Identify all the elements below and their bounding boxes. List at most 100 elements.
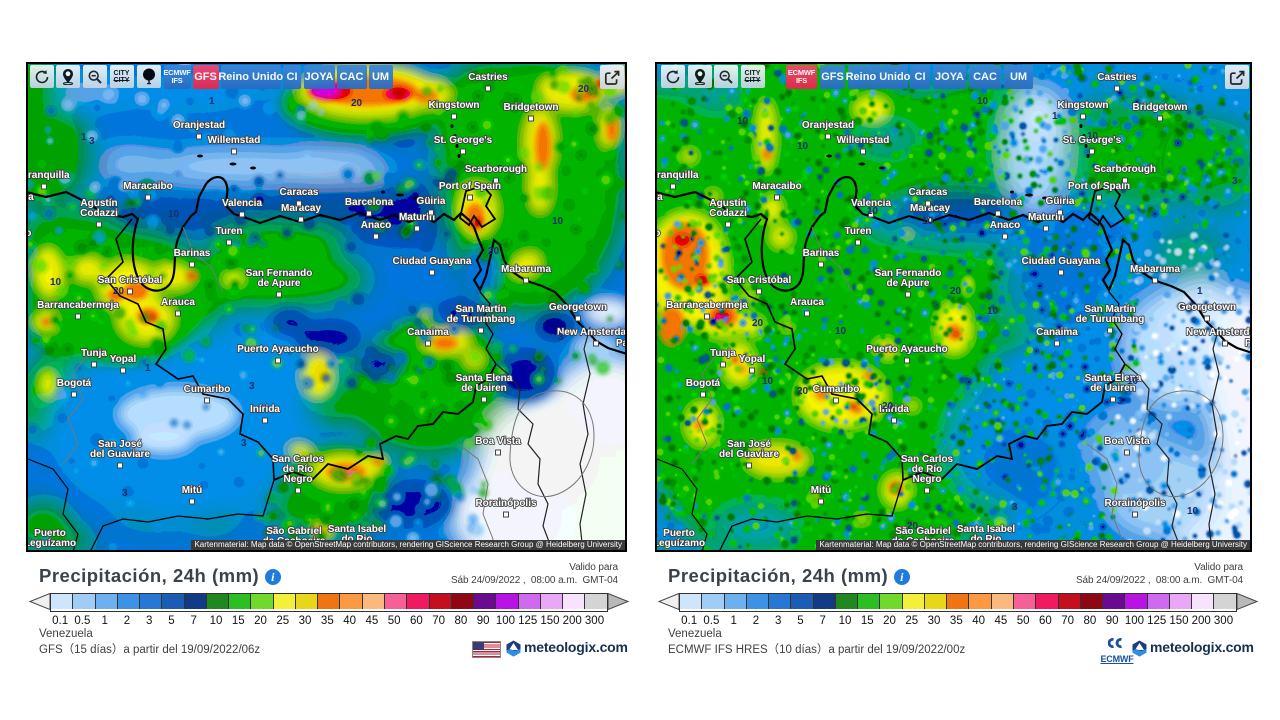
- svg-text:20: 20: [950, 286, 962, 297]
- svg-text:20: 20: [113, 286, 125, 297]
- svg-text:Barinas: Barinas: [803, 248, 840, 259]
- svg-text:Barcelona: Barcelona: [345, 197, 394, 208]
- svg-text:Maracay: Maracay: [910, 203, 950, 214]
- svg-text:de Uairen: de Uairen: [461, 383, 507, 394]
- svg-text:Oranjestad: Oranjestad: [802, 120, 854, 131]
- svg-text:Maracaibo: Maracaibo: [752, 181, 801, 192]
- svg-text:Barinas: Barinas: [174, 248, 211, 259]
- svg-text:gena: gena: [657, 192, 663, 203]
- svg-text:Arauca: Arauca: [790, 297, 824, 308]
- svg-text:del Guaviare: del Guaviare: [719, 449, 779, 460]
- svg-text:Valencia: Valencia: [851, 198, 891, 209]
- svg-text:de Uairen: de Uairen: [1090, 383, 1136, 394]
- svg-text:Ciudad Guayana: Ciudad Guayana: [1022, 256, 1101, 267]
- svg-text:de Río: de Río: [912, 464, 943, 475]
- svg-text:Pa: Pa: [616, 338, 625, 349]
- svg-text:3: 3: [241, 438, 247, 449]
- svg-text:3: 3: [558, 332, 564, 343]
- svg-text:Willemstad: Willemstad: [837, 135, 890, 146]
- svg-text:Agustín: Agustín: [709, 198, 746, 209]
- svg-text:Port of Spain: Port of Spain: [1068, 181, 1130, 192]
- svg-text:San Martín: San Martín: [455, 304, 506, 315]
- svg-text:Barcelona: Barcelona: [974, 197, 1023, 208]
- svg-text:San Carlos: San Carlos: [272, 454, 325, 465]
- svg-text:St. George's: St. George's: [434, 135, 493, 146]
- svg-text:San Fernando: San Fernando: [875, 268, 942, 279]
- svg-text:1: 1: [145, 363, 151, 374]
- svg-text:Bogotá: Bogotá: [57, 378, 92, 389]
- svg-text:São Gabriel: São Gabriel: [895, 526, 951, 537]
- svg-text:Castries: Castries: [1097, 72, 1137, 83]
- svg-text:Puerto: Puerto: [663, 528, 695, 539]
- svg-text:San Fernando: San Fernando: [246, 268, 313, 279]
- svg-text:del Guaviare: del Guaviare: [90, 449, 150, 460]
- svg-text:Mitú: Mitú: [182, 485, 203, 496]
- svg-text:gena: gena: [28, 192, 34, 203]
- svg-text:10: 10: [50, 277, 62, 288]
- svg-text:20: 20: [907, 521, 919, 532]
- svg-text:São Gabriel: São Gabriel: [266, 526, 322, 537]
- svg-text:San Cristóbal: San Cristóbal: [727, 275, 792, 286]
- svg-text:Valencia: Valencia: [222, 198, 262, 209]
- svg-text:20: 20: [752, 318, 764, 329]
- svg-text:de Apure: de Apure: [887, 278, 930, 289]
- svg-text:Scarborough: Scarborough: [465, 164, 527, 175]
- svg-text:3: 3: [1117, 396, 1123, 407]
- svg-text:Maracay: Maracay: [281, 203, 321, 214]
- svg-text:Santa Isabel: Santa Isabel: [957, 524, 1016, 535]
- svg-text:Scarborough: Scarborough: [1094, 164, 1156, 175]
- svg-text:10: 10: [1187, 506, 1199, 517]
- svg-text:Arauca: Arauca: [161, 297, 195, 308]
- svg-text:Inírida: Inírida: [879, 404, 909, 415]
- svg-text:Rorainópolis: Rorainópolis: [1104, 498, 1166, 509]
- svg-text:10: 10: [1127, 376, 1139, 387]
- svg-text:3: 3: [249, 381, 255, 392]
- svg-text:Boa Vista: Boa Vista: [1104, 436, 1150, 447]
- svg-text:San Martín: San Martín: [1084, 304, 1135, 315]
- svg-text:10: 10: [835, 326, 847, 337]
- svg-text:Puerto Ayacucho: Puerto Ayacucho: [866, 344, 948, 355]
- svg-text:Maturín: Maturín: [1028, 212, 1064, 223]
- svg-text:20: 20: [797, 386, 809, 397]
- svg-text:Tunja: Tunja: [81, 348, 107, 359]
- svg-text:10: 10: [797, 141, 809, 152]
- svg-text:1: 1: [1052, 111, 1058, 122]
- svg-text:Georgetown: Georgetown: [549, 302, 607, 313]
- svg-text:20: 20: [882, 401, 894, 412]
- svg-text:Cumaribo: Cumaribo: [184, 384, 231, 395]
- svg-text:Bridgetown: Bridgetown: [1133, 102, 1188, 113]
- svg-text:Negro: Negro: [284, 474, 313, 485]
- svg-text:de Turumbang: de Turumbang: [447, 314, 516, 325]
- svg-text:Santa Isabel: Santa Isabel: [328, 524, 387, 535]
- svg-text:Cumaribo: Cumaribo: [813, 384, 860, 395]
- svg-text:de Turumbang: de Turumbang: [1076, 314, 1145, 325]
- svg-text:Kingstown: Kingstown: [428, 100, 479, 111]
- svg-text:20: 20: [488, 246, 500, 257]
- svg-text:Castries: Castries: [468, 72, 508, 83]
- svg-text:arranquilla: arranquilla: [657, 170, 699, 181]
- svg-text:Oranjestad: Oranjestad: [173, 120, 225, 131]
- svg-text:San Cristóbal: San Cristóbal: [98, 275, 163, 286]
- svg-text:Pa: Pa: [1245, 338, 1250, 349]
- svg-text:Puerto: Puerto: [34, 528, 66, 539]
- svg-text:Barrancabermeja: Barrancabermeja: [37, 300, 119, 311]
- svg-text:1: 1: [209, 96, 215, 107]
- svg-text:San José: San José: [727, 439, 771, 450]
- svg-text:Anaco: Anaco: [990, 220, 1021, 231]
- svg-text:Canaima: Canaima: [1036, 327, 1078, 338]
- svg-text:Anaco: Anaco: [361, 220, 392, 231]
- svg-text:Caracas: Caracas: [909, 187, 948, 198]
- svg-text:New Amsterdam: New Amsterdam: [1186, 327, 1250, 338]
- svg-text:Ciudad Guayana: Ciudad Guayana: [393, 256, 472, 267]
- svg-text:10: 10: [1087, 131, 1099, 142]
- svg-text:3: 3: [1012, 502, 1018, 513]
- svg-text:Caracas: Caracas: [280, 187, 319, 198]
- svg-text:Barrancabermeja: Barrancabermeja: [666, 300, 748, 311]
- svg-text:de Río: de Río: [283, 464, 314, 475]
- svg-text:10: 10: [168, 209, 180, 220]
- svg-text:3: 3: [122, 488, 128, 499]
- svg-text:Mabaruma: Mabaruma: [501, 264, 551, 275]
- svg-text:Bogotá: Bogotá: [686, 378, 721, 389]
- svg-text:Negro: Negro: [913, 474, 942, 485]
- svg-text:Yopal: Yopal: [110, 354, 137, 365]
